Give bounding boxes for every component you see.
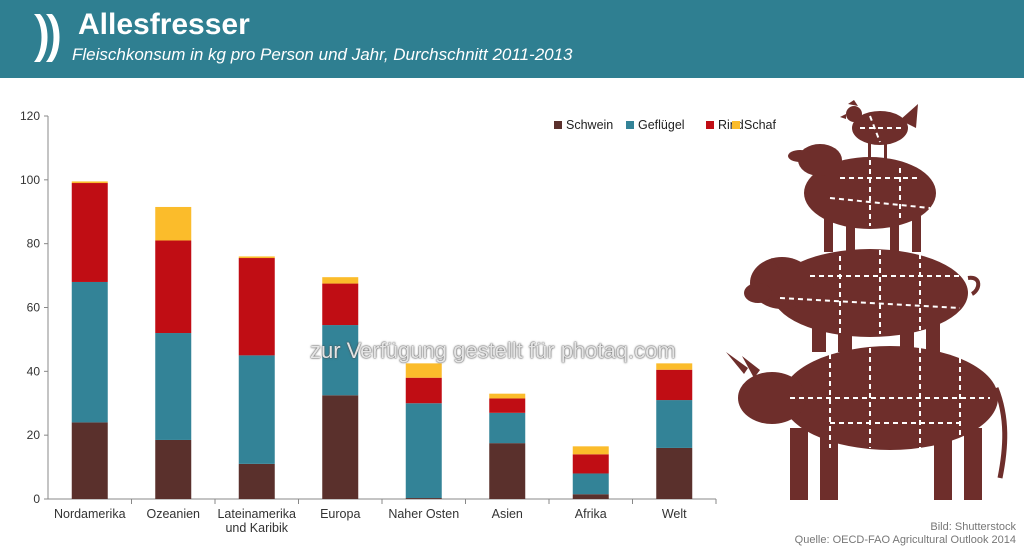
- y-tick-label: 20: [27, 428, 41, 442]
- y-tick-label: 60: [27, 301, 41, 315]
- bar-segment: [71, 281, 108, 423]
- x-category-label: Afrika: [575, 507, 607, 521]
- page-subtitle: Fleischkonsum in kg pro Person und Jahr,…: [72, 45, 573, 64]
- legend-swatch: [626, 121, 634, 129]
- bar-segment: [322, 283, 359, 326]
- bar-segment: [572, 454, 609, 474]
- x-category-label: Europa: [320, 507, 360, 521]
- legend-swatch: [554, 121, 562, 129]
- bar-segment: [405, 377, 442, 404]
- bar-segment: [489, 412, 526, 444]
- y-tick-label: 0: [33, 492, 40, 506]
- bar-segment: [572, 446, 609, 455]
- bar-segment: [238, 256, 275, 259]
- x-category-label: Welt: [662, 507, 687, 521]
- bar-segment: [656, 369, 693, 401]
- bar-segment: [572, 473, 609, 495]
- bar-segment: [405, 363, 442, 378]
- bar-segment: [489, 398, 526, 413]
- bar-segment: [155, 206, 192, 241]
- legend-label: Geflügel: [638, 118, 685, 132]
- bar-segment: [155, 240, 192, 334]
- y-tick-label: 100: [20, 173, 40, 187]
- bar-segment: [656, 400, 693, 448]
- y-tick-label: 80: [27, 237, 41, 251]
- bar-segment: [656, 363, 693, 370]
- bar-segment: [71, 183, 108, 282]
- bar-segment: [656, 447, 693, 499]
- x-category-label: Ozeanien: [146, 507, 200, 521]
- bar-segment: [322, 395, 359, 499]
- bar-segment: [238, 463, 275, 499]
- legend-label: Schwein: [566, 118, 613, 132]
- stacked-animals-illustration-icon: [726, 100, 1008, 500]
- legend-swatch: [706, 121, 714, 129]
- bar-segment: [155, 333, 192, 440]
- stacked-bar-chart: 0 20 40 60 80 100 120 Nordamerika Ozeanien Latein…: [20, 109, 777, 535]
- bar-segment: [238, 355, 275, 464]
- x-category-label: Nordamerika: [54, 507, 126, 521]
- oecd-logo-icon: [34, 14, 60, 62]
- x-category-label: Asien: [492, 507, 523, 521]
- legend-label: Schaf: [744, 118, 776, 132]
- legend-swatch: [732, 121, 740, 129]
- y-tick-label: 40: [27, 364, 41, 378]
- x-category-label: und Karibik: [225, 521, 288, 535]
- page-title: Allesfresser: [78, 8, 250, 41]
- bar-segment: [322, 325, 359, 396]
- bar-segment: [155, 439, 192, 499]
- bar-segment: [71, 181, 108, 184]
- bar-segment: [322, 277, 359, 284]
- bar-segment: [238, 258, 275, 356]
- bar-segment: [71, 422, 108, 499]
- bar-segment: [405, 403, 442, 499]
- bar-segment: [572, 494, 609, 499]
- y-tick-label: 120: [20, 109, 40, 123]
- bar-segment: [489, 393, 526, 399]
- source-credit: Quelle: OECD-FAO Agricultural Outlook 20…: [794, 534, 1016, 546]
- x-category-label: Naher Osten: [388, 507, 459, 521]
- watermark-text: zur Verfügung gestellt für photaq.com: [310, 338, 676, 363]
- image-credit: Bild: Shutterstock: [930, 521, 1016, 533]
- bar-segment: [489, 443, 526, 499]
- x-category-label: Lateinamerika: [217, 507, 296, 521]
- header-banner: Allesfresser Fleischkonsum in kg pro Per…: [0, 0, 1024, 78]
- bar-segment: [405, 498, 442, 499]
